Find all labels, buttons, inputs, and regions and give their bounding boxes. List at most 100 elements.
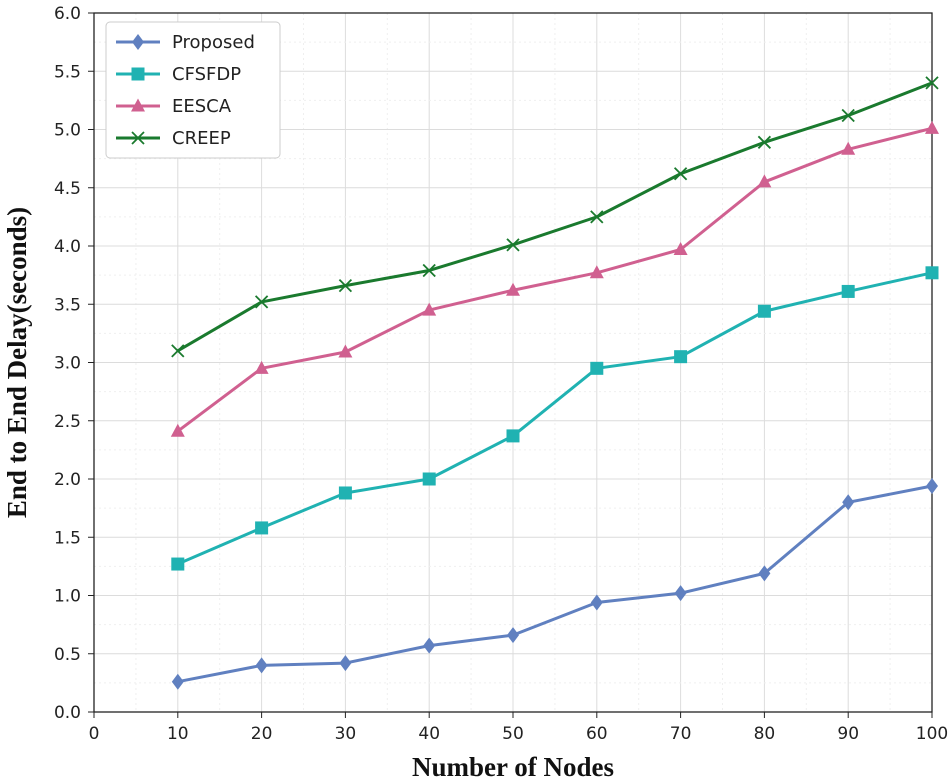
data-point-eesca: [170, 423, 185, 437]
y-tick-label: 3.0: [54, 354, 81, 374]
legend-item: CFSFDP: [116, 64, 241, 85]
series-creep: [171, 76, 939, 358]
data-point-eesca: [254, 360, 269, 374]
marker-stroke: [338, 278, 353, 293]
y-tick-label: 4.0: [54, 237, 81, 257]
y-tick-label: 5.5: [54, 62, 81, 82]
marker-stroke: [506, 238, 520, 252]
y-tick-label: 6.0: [54, 4, 81, 24]
y-tick-label: 1.0: [54, 587, 81, 607]
data-point-creep: [925, 76, 939, 90]
data-point-eesca: [841, 141, 856, 155]
data-point-eesca: [422, 302, 437, 316]
marker-stroke: [131, 131, 145, 145]
marker-stroke: [422, 263, 436, 278]
data-point-proposed: [842, 494, 855, 511]
legend-marker: [131, 131, 145, 145]
y-tick-label: 0.0: [54, 703, 81, 723]
data-point-eesca: [757, 174, 772, 188]
data-point-creep: [757, 135, 772, 149]
x-tick-label: 20: [251, 724, 273, 744]
y-axis-title: End to End Delay(seconds): [2, 207, 32, 518]
marker-stroke: [925, 76, 939, 90]
series-proposed: [171, 477, 938, 690]
data-point-cfsfdp: [590, 361, 604, 375]
marker-stroke: [673, 167, 688, 181]
y-tick-label: 2.5: [54, 412, 81, 432]
data-point-cfsfdp: [674, 350, 688, 364]
data-point-cfsfdp: [925, 266, 939, 280]
data-point-creep: [254, 295, 269, 309]
legend-label: EESCA: [172, 96, 232, 117]
legend-item: EESCA: [116, 96, 232, 117]
marker-stroke: [757, 135, 772, 149]
legend-label: CREEP: [172, 128, 231, 149]
data-point-eesca: [338, 344, 353, 358]
data-point-eesca: [673, 241, 688, 255]
data-point-cfsfdp: [506, 429, 520, 443]
x-tick-label: 80: [754, 724, 776, 744]
data-point-creep: [422, 263, 436, 278]
data-point-proposed: [758, 565, 771, 582]
data-point-creep: [338, 278, 353, 293]
data-point-proposed: [674, 585, 687, 602]
x-tick-label: 90: [837, 724, 859, 744]
data-point-proposed: [339, 655, 352, 672]
legend-box: [105, 21, 281, 159]
x-tick-label: 60: [586, 724, 608, 744]
x-tick-label: 100: [916, 724, 948, 744]
series-line-creep: [177, 81, 933, 353]
series-eesca: [170, 120, 939, 437]
y-tick-label: 1.5: [54, 528, 81, 548]
legend: Proposed CFSFDP EESCA CREEP: [105, 21, 281, 159]
data-point-proposed: [171, 673, 184, 690]
series-lines: [170, 76, 939, 690]
x-tick-label: 50: [502, 724, 524, 744]
data-point-eesca: [925, 120, 939, 134]
data-point-creep: [506, 238, 520, 252]
series-line-eesca: [176, 126, 933, 433]
y-tick-label: 3.5: [54, 295, 81, 315]
x-tick-label: 0: [89, 724, 100, 744]
legend-label: Proposed: [172, 32, 255, 53]
data-point-cfsfdp: [255, 521, 269, 535]
y-tick-label: 2.0: [54, 470, 81, 490]
data-point-cfsfdp: [422, 472, 436, 486]
data-point-eesca: [506, 282, 520, 296]
marker-stroke: [254, 295, 269, 309]
legend-marker: [131, 98, 145, 112]
data-point-creep: [841, 108, 855, 123]
data-point-proposed: [507, 627, 519, 644]
x-tick-label: 70: [670, 724, 692, 744]
legend-marker: [132, 34, 144, 50]
y-tick-label: 0.5: [54, 645, 81, 665]
axis-ticks: 0 10 20 30 40 50 60 70 80 90 100 0.0 0.5 1.0 1.5 2.0 2.5…: [54, 4, 948, 744]
legend-marker: [131, 67, 145, 81]
data-point-creep: [673, 167, 688, 181]
legend-label: CFSFDP: [172, 64, 241, 85]
x-tick-label: 30: [335, 724, 357, 744]
data-point-eesca: [589, 265, 604, 279]
data-point-cfsfdp: [171, 557, 185, 571]
x-tick-label: 40: [418, 724, 440, 744]
data-point-proposed: [926, 477, 938, 494]
legend-item: Proposed: [116, 32, 255, 53]
data-point-creep: [590, 210, 604, 224]
data-point-creep: [171, 344, 185, 358]
data-point-cfsfdp: [338, 486, 352, 500]
marker-stroke: [841, 108, 855, 123]
x-axis-title: Number of Nodes: [412, 752, 614, 782]
data-point-proposed: [423, 637, 436, 654]
y-tick-label: 4.5: [54, 179, 81, 199]
series-cfsfdp: [171, 266, 939, 571]
series-line-proposed: [177, 484, 933, 684]
marker-stroke: [171, 344, 185, 358]
y-tick-label: 5.0: [54, 121, 81, 141]
marker-stroke: [590, 210, 604, 224]
legend-item: CREEP: [116, 128, 231, 149]
data-point-cfsfdp: [841, 284, 855, 298]
data-point-cfsfdp: [757, 304, 771, 318]
x-tick-label: 10: [167, 724, 189, 744]
data-point-proposed: [590, 594, 603, 611]
